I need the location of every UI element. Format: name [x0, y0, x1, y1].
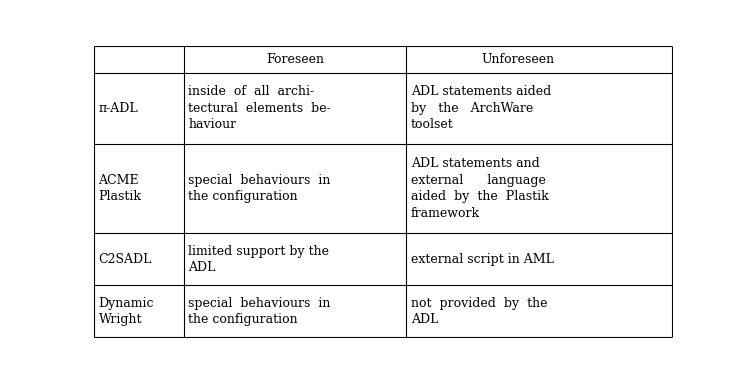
- Text: special  behaviours  in
the configuration: special behaviours in the configuration: [188, 174, 331, 203]
- Text: Dynamic
Wright: Dynamic Wright: [99, 297, 154, 326]
- Text: Unforeseen: Unforeseen: [481, 53, 554, 66]
- Text: π-ADL: π-ADL: [99, 101, 138, 114]
- Text: special  behaviours  in
the configuration: special behaviours in the configuration: [188, 297, 331, 326]
- Text: ADL statements aided
by   the   ArchWare
toolset: ADL statements aided by the ArchWare too…: [411, 85, 551, 131]
- Text: Foreseen: Foreseen: [266, 53, 324, 66]
- Text: not  provided  by  the
ADL: not provided by the ADL: [411, 297, 548, 326]
- Text: C2SADL: C2SADL: [99, 253, 152, 266]
- Text: limited support by the
ADL: limited support by the ADL: [188, 245, 329, 274]
- Text: ADL statements and
external      language
aided  by  the  Plastik
framework: ADL statements and external language aid…: [411, 157, 548, 220]
- Text: inside  of  all  archi-
tectural  elements  be-
haviour: inside of all archi- tectural elements b…: [188, 85, 331, 131]
- Text: external script in AML: external script in AML: [411, 253, 554, 266]
- Text: ACME
Plastik: ACME Plastik: [99, 174, 141, 203]
